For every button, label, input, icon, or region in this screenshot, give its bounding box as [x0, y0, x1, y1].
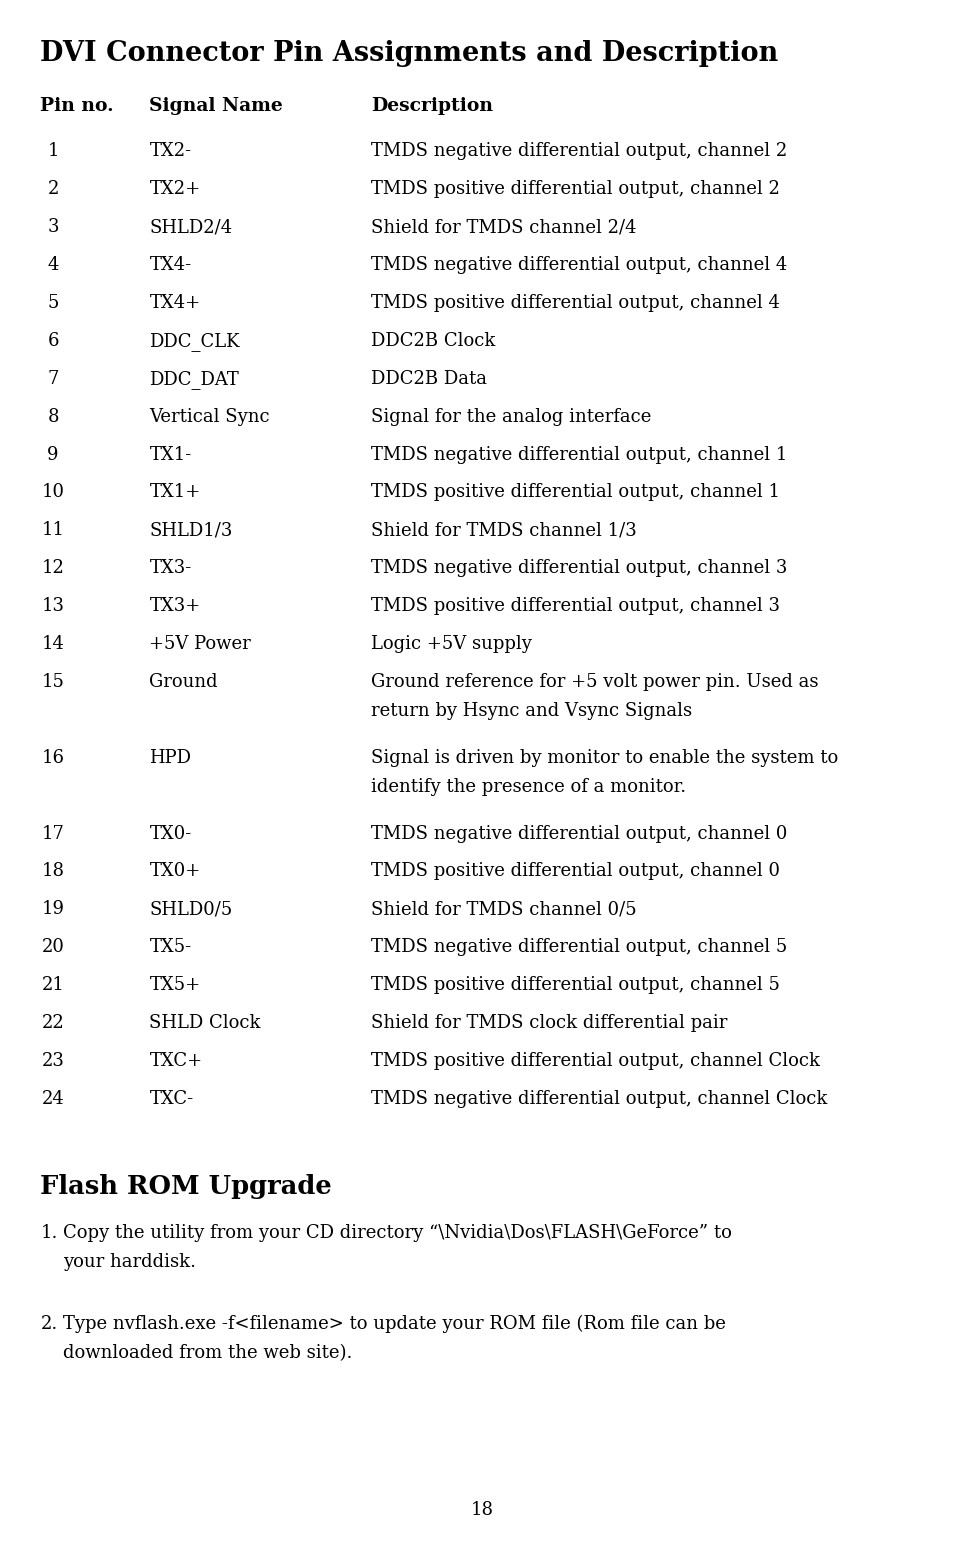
Text: Signal Name: Signal Name: [149, 97, 283, 116]
Text: 18: 18: [41, 862, 65, 880]
Text: 5: 5: [47, 294, 59, 312]
Text: 14: 14: [41, 634, 65, 653]
Text: TMDS positive differential output, channel 3: TMDS positive differential output, chann…: [371, 597, 780, 616]
Text: TX1-: TX1-: [149, 446, 192, 464]
Text: TX4-: TX4-: [149, 255, 192, 274]
Text: 8: 8: [47, 407, 59, 425]
Text: TX5+: TX5+: [149, 976, 201, 995]
Text: 6: 6: [47, 331, 59, 350]
Text: Signal is driven by monitor to enable the system to
identify the presence of a m: Signal is driven by monitor to enable th…: [371, 749, 839, 797]
Text: Shield for TMDS channel 0/5: Shield for TMDS channel 0/5: [371, 900, 637, 919]
Text: TX2-: TX2-: [149, 142, 192, 161]
Text: TMDS positive differential output, channel 5: TMDS positive differential output, chann…: [371, 976, 780, 995]
Text: Ground: Ground: [149, 673, 218, 692]
Text: TMDS positive differential output, channel 2: TMDS positive differential output, chann…: [371, 181, 780, 198]
Text: 2.: 2.: [40, 1315, 58, 1334]
Text: TMDS positive differential output, channel Clock: TMDS positive differential output, chann…: [371, 1052, 820, 1071]
Text: Vertical Sync: Vertical Sync: [149, 407, 270, 425]
Text: Signal for the analog interface: Signal for the analog interface: [371, 407, 652, 425]
Text: 7: 7: [47, 370, 59, 388]
Text: Shield for TMDS channel 1/3: Shield for TMDS channel 1/3: [371, 521, 637, 540]
Text: 20: 20: [41, 937, 65, 956]
Text: TX0+: TX0+: [149, 862, 201, 880]
Text: 2: 2: [47, 181, 59, 198]
Text: TXC-: TXC-: [149, 1089, 194, 1108]
Text: Logic +5V supply: Logic +5V supply: [371, 634, 532, 653]
Text: 12: 12: [41, 558, 65, 577]
Text: TX4+: TX4+: [149, 294, 201, 312]
Text: 21: 21: [41, 976, 65, 995]
Text: Shield for TMDS channel 2/4: Shield for TMDS channel 2/4: [371, 218, 636, 237]
Text: TMDS negative differential output, channel 4: TMDS negative differential output, chann…: [371, 255, 788, 274]
Text: Pin no.: Pin no.: [40, 97, 114, 116]
Text: 4: 4: [47, 255, 59, 274]
Text: SHLD0/5: SHLD0/5: [149, 900, 232, 919]
Text: TMDS negative differential output, channel 0: TMDS negative differential output, chann…: [371, 825, 788, 843]
Text: TMDS negative differential output, channel Clock: TMDS negative differential output, chann…: [371, 1089, 827, 1108]
Text: Shield for TMDS clock differential pair: Shield for TMDS clock differential pair: [371, 1013, 728, 1032]
Text: TX2+: TX2+: [149, 181, 201, 198]
Text: 11: 11: [41, 521, 65, 540]
Text: SHLD2/4: SHLD2/4: [149, 218, 232, 237]
Text: 10: 10: [41, 483, 65, 501]
Text: SHLD1/3: SHLD1/3: [149, 521, 232, 540]
Text: 1.: 1.: [40, 1224, 58, 1242]
Text: TX3+: TX3+: [149, 597, 201, 616]
Text: Description: Description: [371, 97, 494, 116]
Text: 23: 23: [41, 1052, 65, 1071]
Text: Flash ROM Upgrade: Flash ROM Upgrade: [40, 1174, 333, 1199]
Text: 1: 1: [47, 142, 59, 161]
Text: Type nvflash.exe -f<filename> to update your ROM file (Rom file can be
downloade: Type nvflash.exe -f<filename> to update …: [63, 1315, 726, 1363]
Text: TMDS negative differential output, channel 5: TMDS negative differential output, chann…: [371, 937, 788, 956]
Text: DDC2B Data: DDC2B Data: [371, 370, 487, 388]
Text: 15: 15: [41, 673, 65, 692]
Text: Ground reference for +5 volt power pin. Used as
return by Hsync and Vsync Signal: Ground reference for +5 volt power pin. …: [371, 673, 818, 721]
Text: TMDS positive differential output, channel 1: TMDS positive differential output, chann…: [371, 483, 780, 501]
Text: 22: 22: [41, 1013, 65, 1032]
Text: DDC2B Clock: DDC2B Clock: [371, 331, 495, 350]
Text: 17: 17: [41, 825, 65, 843]
Text: 3: 3: [47, 218, 59, 237]
Text: TX0-: TX0-: [149, 825, 192, 843]
Text: DDC_DAT: DDC_DAT: [149, 370, 239, 388]
Text: DVI Connector Pin Assignments and Description: DVI Connector Pin Assignments and Descri…: [40, 40, 779, 67]
Text: TMDS negative differential output, channel 1: TMDS negative differential output, chann…: [371, 446, 788, 464]
Text: TMDS negative differential output, channel 2: TMDS negative differential output, chann…: [371, 142, 788, 161]
Text: SHLD Clock: SHLD Clock: [149, 1013, 261, 1032]
Text: TXC+: TXC+: [149, 1052, 202, 1071]
Text: TX1+: TX1+: [149, 483, 201, 501]
Text: 19: 19: [41, 900, 65, 919]
Text: 9: 9: [47, 446, 59, 464]
Text: Copy the utility from your CD directory “\Nvidia\Dos\FLASH\GeForce” to
your hard: Copy the utility from your CD directory …: [63, 1224, 732, 1272]
Text: 13: 13: [41, 597, 65, 616]
Text: TMDS positive differential output, channel 0: TMDS positive differential output, chann…: [371, 862, 780, 880]
Text: 18: 18: [470, 1501, 494, 1519]
Text: TX5-: TX5-: [149, 937, 192, 956]
Text: 24: 24: [41, 1089, 65, 1108]
Text: HPD: HPD: [149, 749, 192, 767]
Text: DDC_CLK: DDC_CLK: [149, 331, 240, 351]
Text: +5V Power: +5V Power: [149, 634, 252, 653]
Text: 16: 16: [41, 749, 65, 767]
Text: TX3-: TX3-: [149, 558, 192, 577]
Text: TMDS negative differential output, channel 3: TMDS negative differential output, chann…: [371, 558, 788, 577]
Text: TMDS positive differential output, channel 4: TMDS positive differential output, chann…: [371, 294, 780, 312]
